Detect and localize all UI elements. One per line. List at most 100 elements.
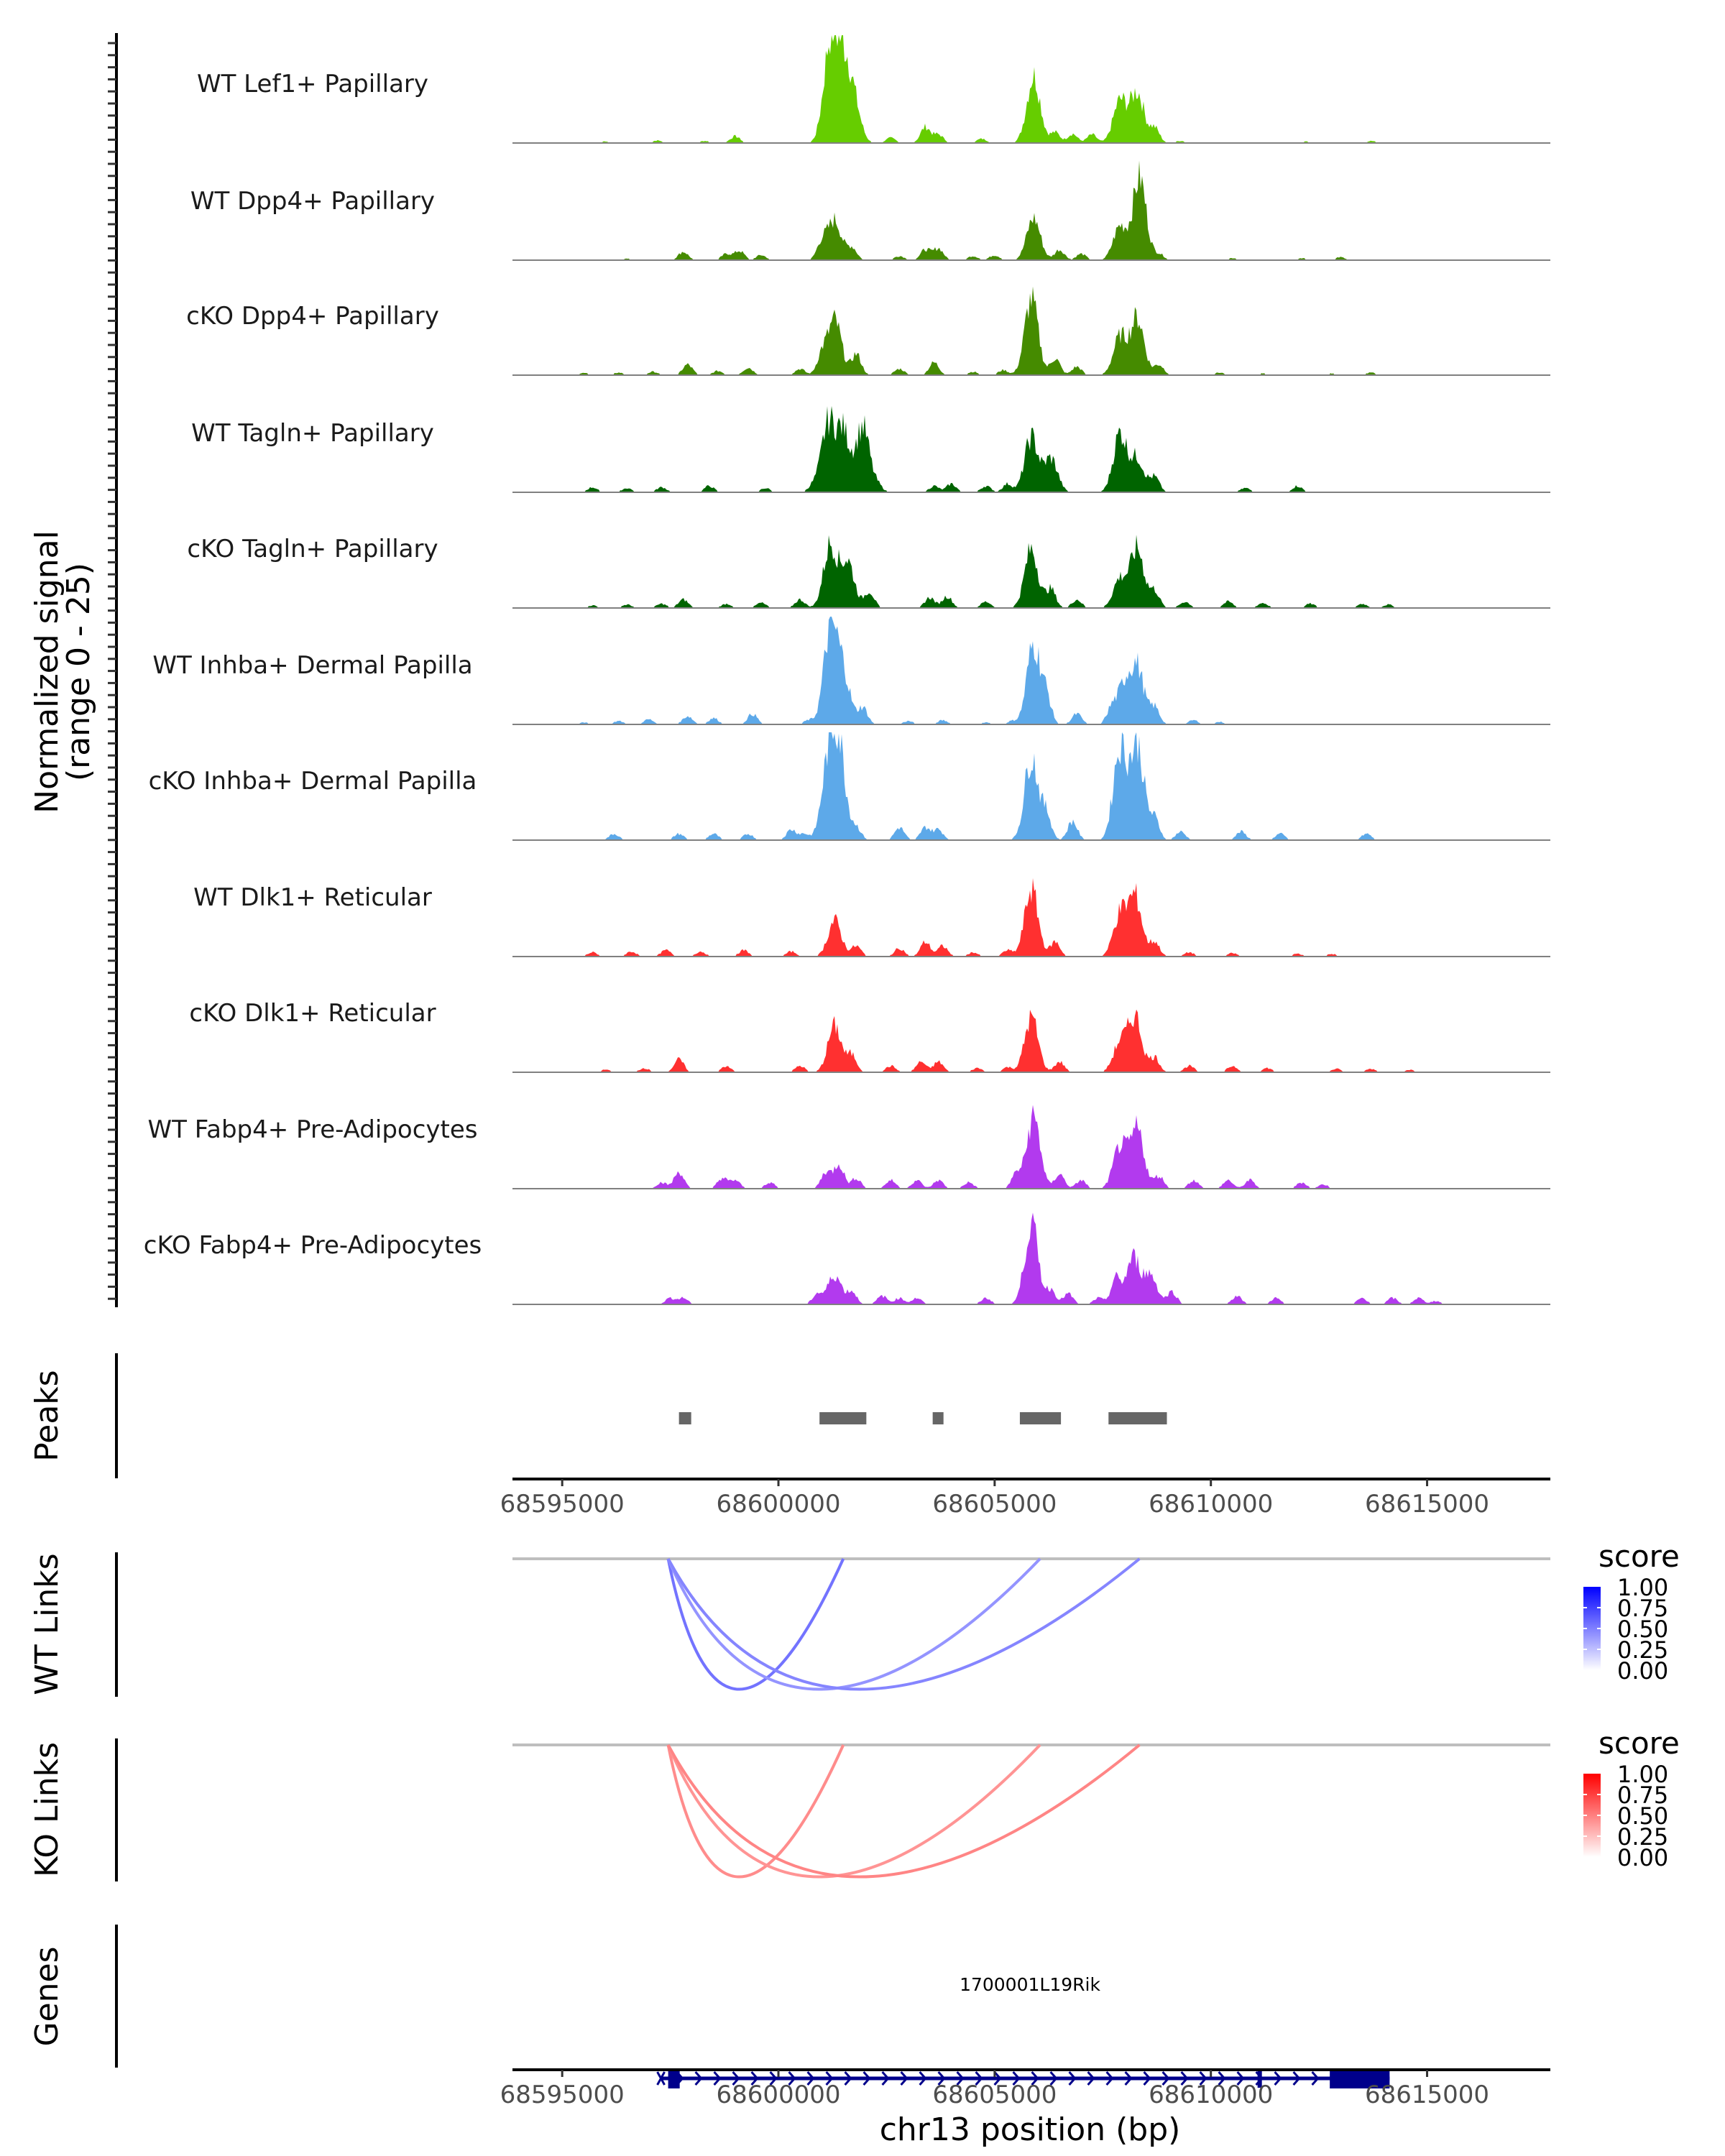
legend-tick-label: 0.00: [1617, 1657, 1668, 1685]
coverage-area: [512, 732, 1550, 840]
x-tick-label: 68600000: [716, 1490, 840, 1519]
coverage-area: [512, 160, 1550, 260]
coverage-track-label: WT Dlk1+ Reticular: [193, 883, 432, 912]
x-tick-label: 68605000: [932, 1490, 1057, 1519]
legend-tick-label: 1.00: [1617, 1761, 1668, 1788]
legend-tick-label: 0.25: [1617, 1636, 1668, 1664]
coverage-tracks: WT Lef1+ Papillary WT Dpp4+ Papillary cKO …: [144, 35, 1550, 1305]
strand-arrow-icon: [732, 2071, 740, 2086]
link-arc: [666, 1744, 845, 1879]
wt-links-arcs: [512, 1557, 1550, 1691]
coverage-area: [512, 286, 1550, 375]
legend-tick-label: 1.00: [1617, 1574, 1668, 1601]
x-axis-title: chr13 position (bp): [880, 2111, 1181, 2148]
legend-title: score: [1598, 1539, 1680, 1574]
strand-arrow-icon: [694, 2071, 703, 2086]
coverage-area: [512, 1212, 1550, 1304]
strand-arrow-icon: [1068, 2071, 1077, 2086]
coverage-track: WT Inhba+ Dermal Papilla: [152, 617, 1550, 725]
coverage-track: cKO Dlk1+ Reticular: [189, 999, 1550, 1073]
coverage-track: WT Dlk1+ Reticular: [193, 877, 1550, 957]
strand-arrow-icon: [1049, 2071, 1058, 2086]
x-tick-label: 68605000: [932, 2081, 1057, 2109]
strand-arrow-icon: [1292, 2071, 1301, 2086]
coverage-area: [512, 1009, 1550, 1072]
link-arc: [666, 1557, 1141, 1691]
coverage-track: cKO Inhba+ Dermal Papilla: [149, 732, 1550, 841]
gene-exon: [1330, 2068, 1390, 2088]
strand-arrow-icon: [900, 2071, 908, 2086]
wt-links-track-label: WT Links: [29, 1553, 65, 1695]
coverage-track-label: cKO Dlk1+ Reticular: [189, 999, 436, 1028]
peaks-track-label: Peaks: [29, 1370, 65, 1461]
link-arc: [666, 1558, 845, 1691]
y-axis-title-line1: Normalized signal: [29, 530, 65, 814]
strand-arrow-icon: [713, 2071, 722, 2086]
gene-exon: [1257, 2069, 1262, 2088]
gene-start-icon: [656, 2071, 666, 2086]
strand-arrow-icon: [806, 2071, 815, 2086]
genes-track-label: Genes: [29, 1946, 65, 2046]
coverage-track-label: cKO Inhba+ Dermal Papilla: [149, 767, 477, 796]
strand-arrow-icon: [1180, 2071, 1189, 2086]
legend-tick-label: 0.00: [1617, 1844, 1668, 1871]
legend-tick-label: 0.50: [1617, 1616, 1668, 1643]
strand-arrow-icon: [1236, 2071, 1245, 2086]
strand-arrow-icon: [862, 2071, 871, 2086]
peak-region: [932, 1412, 944, 1424]
gene-model: [656, 2068, 1390, 2088]
strand-arrow-icon: [1311, 2071, 1320, 2086]
x-tick-label: 68610000: [1149, 1490, 1273, 1519]
gene-exon: [668, 2068, 680, 2088]
peak-region: [819, 1412, 867, 1424]
strand-arrow-icon: [1218, 2071, 1226, 2086]
coverage-track-label: WT Lef1+ Papillary: [197, 70, 428, 98]
coverage-track-label: WT Fabp4+ Pre-Adipocytes: [148, 1115, 478, 1144]
coverage-track: WT Lef1+ Papillary: [197, 35, 1550, 144]
legend-tick-label: 0.75: [1617, 1595, 1668, 1622]
link-arc: [666, 1557, 1041, 1691]
coverage-track-label: cKO Dpp4+ Papillary: [186, 302, 439, 331]
coverage-track: WT Dpp4+ Papillary: [190, 160, 1550, 261]
strand-arrow-icon: [1199, 2071, 1208, 2086]
peak-region: [678, 1412, 691, 1424]
strand-arrow-icon: [788, 2071, 796, 2086]
legend-tick-label: 0.25: [1617, 1823, 1668, 1851]
strand-arrow-icon: [1274, 2071, 1282, 2086]
strand-arrow-icon: [1012, 2071, 1021, 2086]
ko-links-arcs: [512, 1743, 1550, 1879]
strand-arrow-icon: [881, 2071, 890, 2086]
coverage-track-label: WT Dpp4+ Papillary: [190, 187, 435, 216]
legend-title: score: [1598, 1726, 1680, 1761]
strand-arrow-icon: [1162, 2071, 1170, 2086]
strand-arrow-icon: [993, 2071, 1002, 2086]
coverage-track: cKO Tagln+ Papillary: [187, 535, 1550, 609]
link-arc: [666, 1743, 1141, 1879]
coverage-area: [512, 406, 1550, 492]
strand-arrow-icon: [1031, 2071, 1039, 2086]
x-tick-label: 68595000: [500, 2081, 625, 2109]
strand-arrow-icon: [844, 2071, 852, 2086]
coverage-track: cKO Fabp4+ Pre-Adipocytes: [144, 1212, 1550, 1305]
strand-arrow-icon: [750, 2071, 759, 2086]
coverage-track: cKO Dpp4+ Papillary: [186, 286, 1550, 376]
peak-regions: [678, 1412, 1167, 1424]
y-axis-title-line2: (range 0 - 25): [60, 563, 97, 781]
x-tick-label: 68595000: [500, 1490, 625, 1519]
peaks-panel: Peaks 68595000 68600000 68605000 68610000 68…: [29, 1353, 1550, 1519]
genes-panel: Genes 1700001L19Rik 68595000 68600000 6860…: [29, 1925, 1550, 2148]
strand-arrow-icon: [1124, 2071, 1133, 2086]
coverage-area: [512, 35, 1550, 143]
coverage-track-label: WT Inhba+ Dermal Papilla: [152, 651, 472, 680]
x-axis-genes: 68595000 68600000 68605000 68610000 68615000: [500, 2068, 1550, 2109]
gene-name-label: 1700001L19Rik: [960, 1974, 1100, 1995]
coverage-track: WT Tagln+ Papillary: [191, 406, 1550, 493]
strand-arrow-icon: [1105, 2071, 1114, 2086]
coverage-area: [512, 1105, 1550, 1189]
coverage-track: WT Fabp4+ Pre-Adipocytes: [148, 1105, 1550, 1189]
coverage-area: [512, 535, 1550, 608]
